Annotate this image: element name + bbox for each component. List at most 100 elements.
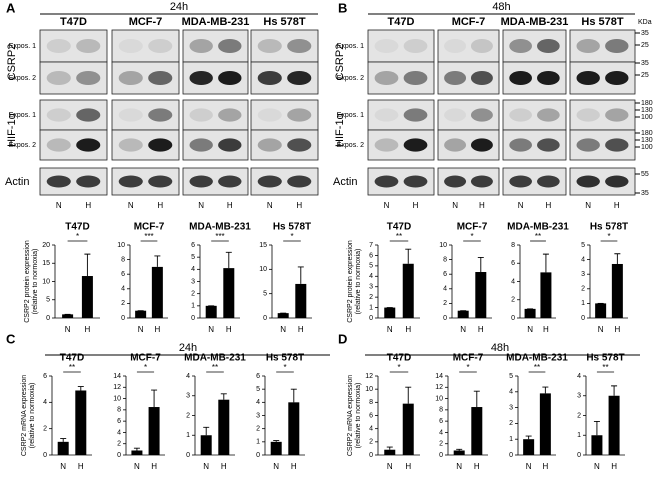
y-tick-label: 6 <box>117 418 121 425</box>
y-tick-label: 7 <box>369 242 373 249</box>
kda-marker: 130 <box>641 107 653 114</box>
y-tick-label: 5 <box>581 242 585 249</box>
y-axis-label: CSRP2 protein expression <box>24 240 31 323</box>
y-tick-label: 4 <box>577 373 581 380</box>
error-bar <box>297 266 304 284</box>
blot-frame <box>39 61 108 95</box>
blot-band <box>218 175 242 188</box>
error-bar <box>77 386 84 391</box>
lane-label: N <box>518 201 524 210</box>
y-tick-label: 2 <box>581 286 585 293</box>
x-tick-label: H <box>226 325 232 334</box>
y-tick-label: 5 <box>256 386 260 393</box>
error-bar <box>525 435 532 440</box>
y-tick-label: 6 <box>191 242 195 249</box>
blot-band <box>218 38 242 54</box>
y-axis-label: (relative to normoxia) <box>355 249 362 315</box>
lane-label: H <box>157 201 163 210</box>
blot-band <box>470 70 493 86</box>
bar <box>277 313 289 318</box>
panel-letter: D <box>338 331 347 346</box>
chart-title: T47D <box>387 222 411 233</box>
cell-line-header: Hs 578T <box>581 16 623 28</box>
y-tick-label: 2 <box>186 412 190 419</box>
blot-band <box>46 38 71 54</box>
error-bar <box>151 389 158 408</box>
error-bar <box>405 386 412 404</box>
y-tick-label: 0 <box>191 315 195 322</box>
blot-band <box>444 175 467 188</box>
time-label: 24h <box>170 1 188 13</box>
y-tick-label: 4 <box>191 266 195 273</box>
x-tick-label: H <box>614 325 620 334</box>
blot-frame <box>367 29 435 63</box>
blot-band <box>118 70 143 86</box>
blot-band <box>287 38 312 54</box>
y-axis-label: (relative to normoxia) <box>32 249 39 315</box>
blot-band <box>576 138 600 152</box>
bar <box>611 263 623 318</box>
blot-band <box>287 138 312 152</box>
y-tick-label: 0 <box>509 452 513 459</box>
kda-marker: 25 <box>641 72 649 79</box>
error-bar <box>477 256 484 273</box>
kda-marker: 35 <box>641 60 649 67</box>
x-tick-label: H <box>405 462 411 471</box>
row-label: Expos. 2 <box>9 75 36 82</box>
y-tick-label: 2 <box>511 297 515 304</box>
blot-band <box>76 138 101 152</box>
blot-band <box>374 138 399 152</box>
x-tick-label: N <box>527 325 533 334</box>
chart-title: T47D <box>60 353 84 364</box>
y-tick-label: 4 <box>581 256 585 263</box>
time-label: 48h <box>491 342 509 354</box>
blot-band <box>374 70 399 86</box>
kda-marker: 55 <box>641 171 649 178</box>
cell-line-header: MCF-7 <box>452 16 486 28</box>
blot-band <box>218 108 242 122</box>
lane-label: H <box>413 201 419 210</box>
kda-marker: 130 <box>641 137 653 144</box>
chart-title: MCF-7 <box>130 353 161 364</box>
x-tick-label: N <box>456 462 462 471</box>
blot-band <box>509 175 532 188</box>
blot-band <box>218 138 242 152</box>
blot-band <box>537 38 560 54</box>
protein-label: Actin <box>5 176 29 188</box>
blot-band <box>76 38 101 54</box>
blot-band <box>444 138 467 152</box>
blot-band <box>537 108 560 122</box>
y-axis-label: CSRP2 mRNA expression <box>21 375 28 456</box>
x-tick-label: H <box>85 325 91 334</box>
y-tick-label: 4 <box>121 286 125 293</box>
significance-label: *** <box>144 232 153 241</box>
chart-title: T47D <box>387 353 411 364</box>
kda-marker: 35 <box>641 190 649 197</box>
blot-band <box>605 175 629 188</box>
lane-label: N <box>452 201 458 210</box>
lane-label: N <box>128 201 134 210</box>
significance-label: ** <box>602 363 608 372</box>
x-tick-label: H <box>298 325 304 334</box>
y-tick-label: 10 <box>365 386 373 393</box>
y-tick-label: 12 <box>365 373 373 380</box>
bar <box>200 435 212 455</box>
bar <box>524 308 536 318</box>
y-tick-label: 2 <box>121 300 125 307</box>
blot-band <box>46 108 71 122</box>
y-tick-label: 0 <box>439 452 443 459</box>
blot-band <box>189 108 213 122</box>
error-bar <box>203 426 210 436</box>
significance-label: *** <box>215 232 224 241</box>
y-tick-label: 6 <box>369 412 373 419</box>
y-tick-label: 15 <box>259 242 267 249</box>
bar <box>75 390 87 455</box>
bar <box>135 310 147 318</box>
blot-band <box>374 175 399 188</box>
significance-label: ** <box>212 363 218 372</box>
y-tick-label: 2 <box>369 439 373 446</box>
bar <box>81 276 93 318</box>
y-tick-label: 2 <box>577 412 581 419</box>
blot-band <box>403 175 428 188</box>
error-bar <box>542 253 549 273</box>
